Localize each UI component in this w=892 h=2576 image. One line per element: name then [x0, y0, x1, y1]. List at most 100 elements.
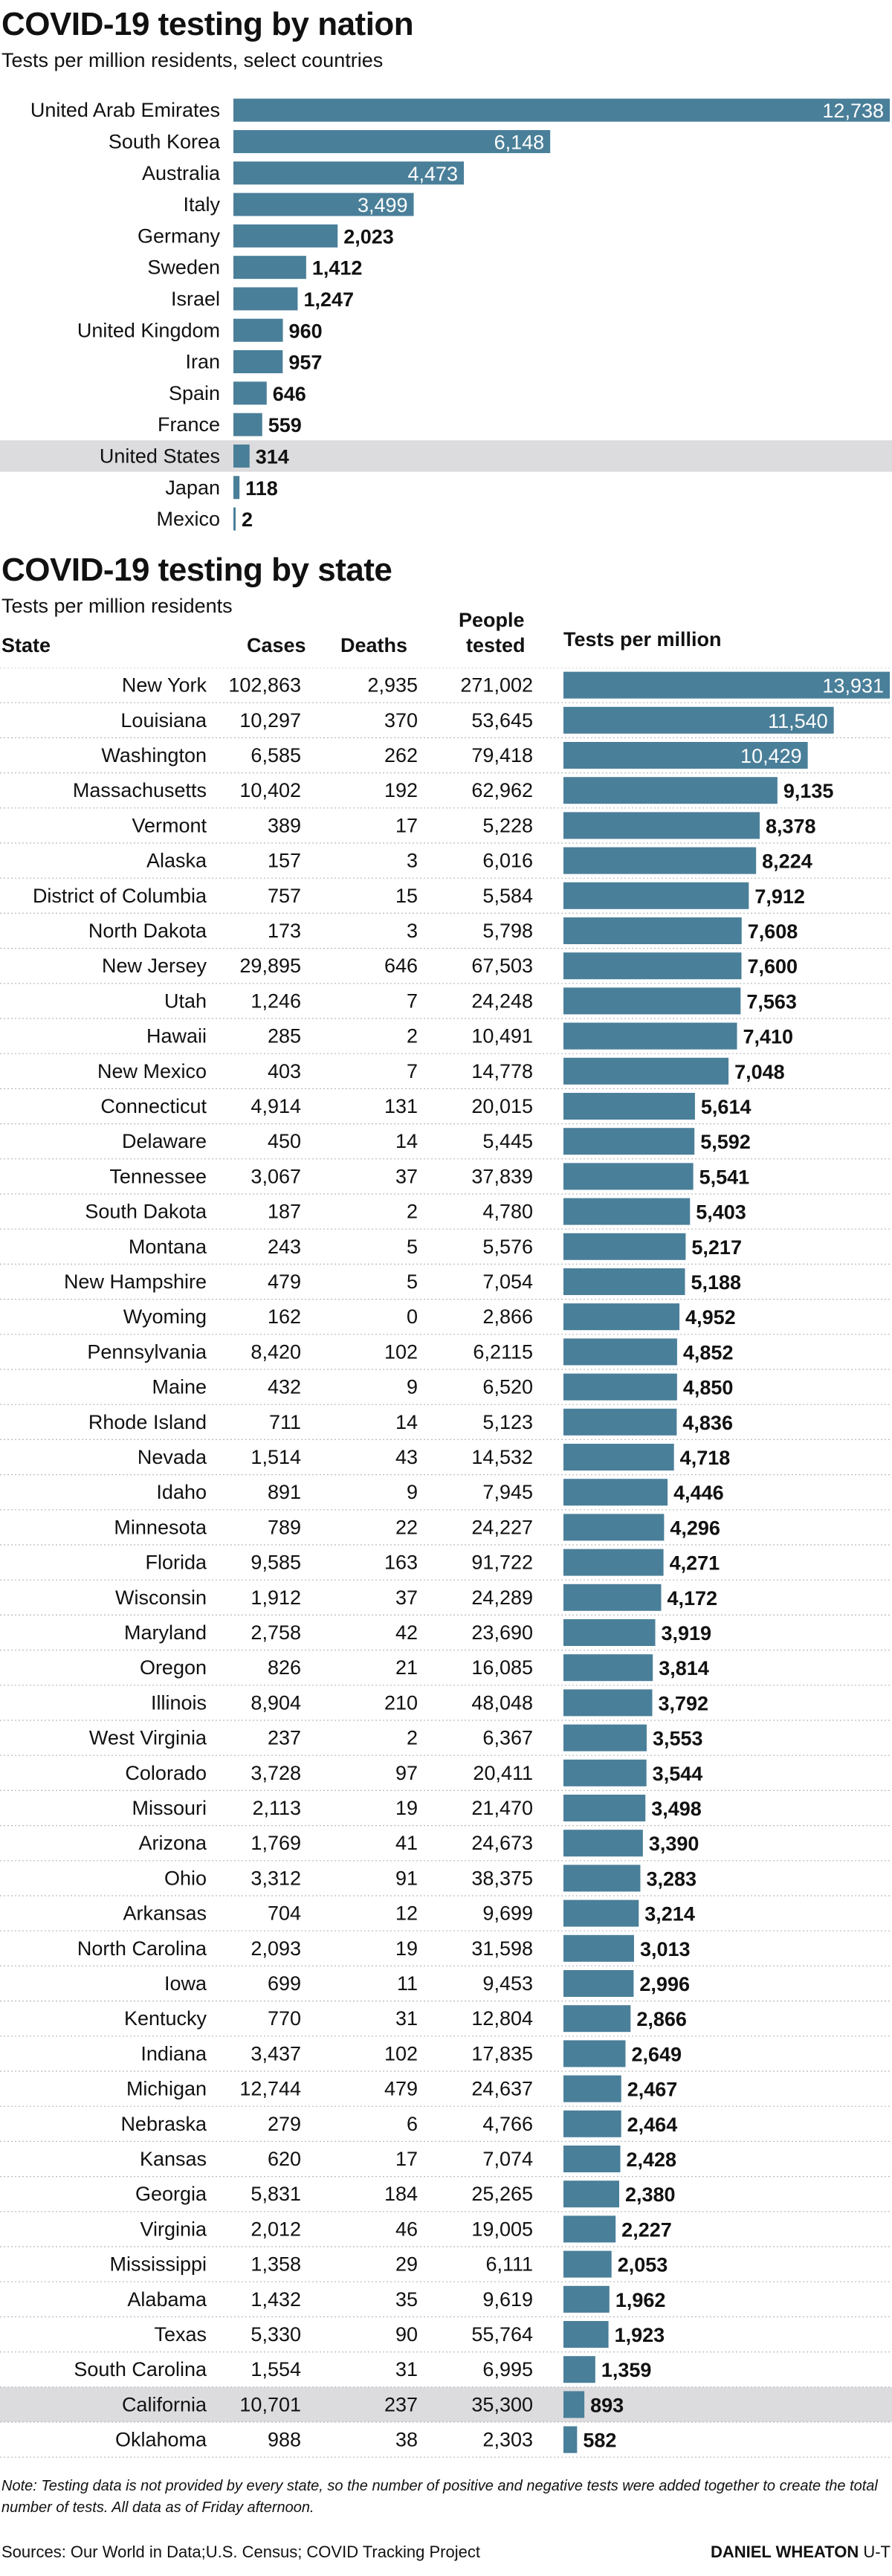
state-name: Maryland — [124, 1621, 207, 1644]
state-name: Texas — [154, 2323, 207, 2346]
deaths-value: 43 — [395, 1446, 418, 1468]
tests-per-million-label: 3,013 — [640, 1938, 691, 1960]
cases-value: 5,330 — [251, 2323, 301, 2346]
tests-per-million-label: 4,852 — [683, 1341, 734, 1363]
bar — [233, 507, 236, 531]
deaths-value: 42 — [395, 1621, 418, 1644]
people-tested-value: 16,085 — [471, 1656, 533, 1679]
people-tested-value: 10,491 — [471, 1025, 533, 1047]
tests-per-million-label: 2,227 — [621, 2218, 672, 2241]
tests-per-million-label: 7,410 — [743, 1026, 794, 1048]
category-label: Sweden — [147, 256, 220, 279]
people-tested-value: 6,111 — [485, 2253, 533, 2276]
tests-per-million-label: 4,172 — [667, 1587, 717, 1610]
tests-bar — [563, 2110, 621, 2137]
category-label: Spain — [169, 382, 220, 404]
tests-bar — [563, 742, 808, 769]
people-tested-value: 21,470 — [471, 1797, 533, 1819]
people-tested-value: 6,016 — [482, 850, 533, 872]
bar — [233, 318, 283, 342]
cases-value: 5,831 — [251, 2183, 301, 2205]
cases-value: 699 — [268, 1972, 301, 1995]
deaths-value: 7 — [407, 1060, 418, 1082]
deaths-value: 41 — [395, 1832, 418, 1854]
value-label: 1,412 — [312, 257, 363, 280]
tests-bar — [563, 1268, 685, 1295]
people-tested-value: 6,520 — [482, 1376, 533, 1398]
category-label: Australia — [142, 162, 221, 184]
tests-bar — [563, 847, 757, 874]
header-cases: Cases — [247, 634, 306, 656]
people-tested-value: 5,584 — [482, 885, 533, 907]
tests-per-million-label: 2,866 — [636, 2008, 687, 2030]
people-tested-value: 19,005 — [471, 2218, 533, 2240]
deaths-value: 7 — [407, 990, 418, 1012]
state-name: Rhode Island — [88, 1411, 207, 1433]
tests-bar — [563, 1373, 677, 1401]
cases-value: 988 — [268, 2429, 301, 2451]
people-tested-value: 31,598 — [471, 1937, 533, 1960]
state-name: Michigan — [126, 2078, 207, 2100]
deaths-value: 2 — [407, 1727, 418, 1749]
deaths-value: 22 — [395, 1516, 418, 1538]
tests-bar — [563, 2285, 610, 2313]
state-name: Alabama — [127, 2288, 207, 2311]
people-tested-value: 5,445 — [482, 1130, 533, 1152]
people-tested-value: 6,367 — [482, 1727, 533, 1749]
deaths-value: 370 — [384, 709, 418, 732]
people-tested-value: 20,015 — [471, 1095, 533, 1117]
people-tested-value: 14,778 — [471, 1060, 533, 1082]
tests-bar — [563, 1795, 646, 1821]
tests-per-million-label: 3,498 — [651, 1798, 702, 1820]
bar — [233, 224, 338, 248]
tests-per-million-label: 1,962 — [615, 2289, 666, 2311]
tests-per-million-label: 2,467 — [627, 2079, 678, 2101]
tests-bar — [563, 2075, 621, 2102]
deaths-value: 210 — [384, 1691, 418, 1714]
people-tested-value: 7,074 — [482, 2148, 533, 2170]
highlight-row — [0, 2386, 892, 2422]
deaths-value: 646 — [384, 955, 418, 977]
tests-bar — [563, 2040, 626, 2067]
deaths-value: 6 — [407, 2113, 418, 2135]
tests-bar — [563, 2426, 578, 2453]
state-name: Kansas — [140, 2148, 207, 2170]
value-label: 6,148 — [494, 131, 545, 153]
cases-value: 620 — [268, 2148, 301, 2170]
people-tested-value: 20,411 — [473, 1762, 533, 1784]
cases-value: 1,554 — [251, 2358, 301, 2380]
category-label: United Arab Emirates — [30, 99, 220, 121]
cases-value: 432 — [268, 1376, 301, 1398]
tests-per-million-label: 4,718 — [680, 1447, 731, 1469]
state-table-subtitle: Tests per million residents — [1, 595, 233, 617]
deaths-value: 479 — [384, 2078, 418, 2100]
tests-per-million-label: 11,540 — [768, 710, 828, 732]
value-label: 960 — [289, 320, 323, 342]
state-name: Oregon — [140, 1656, 207, 1679]
deaths-value: 2,935 — [367, 674, 418, 697]
state-name: North Dakota — [88, 920, 207, 942]
state-name: Hawaii — [146, 1025, 207, 1047]
tests-per-million-label: 2,464 — [627, 2114, 678, 2136]
state-name: Vermont — [132, 814, 207, 836]
cases-value: 3,067 — [251, 1165, 301, 1187]
cases-value: 789 — [268, 1516, 301, 1538]
tests-per-million-label: 3,919 — [661, 1622, 711, 1644]
deaths-value: 15 — [395, 885, 418, 907]
people-tested-value: 5,576 — [482, 1236, 533, 1258]
tests-per-million-label: 4,271 — [670, 1552, 720, 1575]
tests-bar — [563, 1584, 662, 1611]
people-tested-value: 24,637 — [471, 2078, 533, 2100]
value-label: 314 — [256, 445, 289, 468]
tests-bar — [563, 671, 890, 699]
tests-per-million-label: 2,996 — [639, 1973, 690, 1995]
tests-bar — [563, 2005, 631, 2033]
tests-per-million-label: 1,359 — [601, 2359, 652, 2381]
deaths-value: 11 — [397, 1972, 418, 1995]
deaths-value: 237 — [384, 2393, 418, 2415]
tests-per-million-label: 3,390 — [649, 1833, 699, 1855]
tests-per-million-label: 3,553 — [653, 1728, 703, 1750]
tests-per-million-label: 7,600 — [747, 955, 798, 978]
cases-value: 3,437 — [251, 2042, 301, 2065]
tests-per-million-label: 2,053 — [618, 2254, 668, 2276]
